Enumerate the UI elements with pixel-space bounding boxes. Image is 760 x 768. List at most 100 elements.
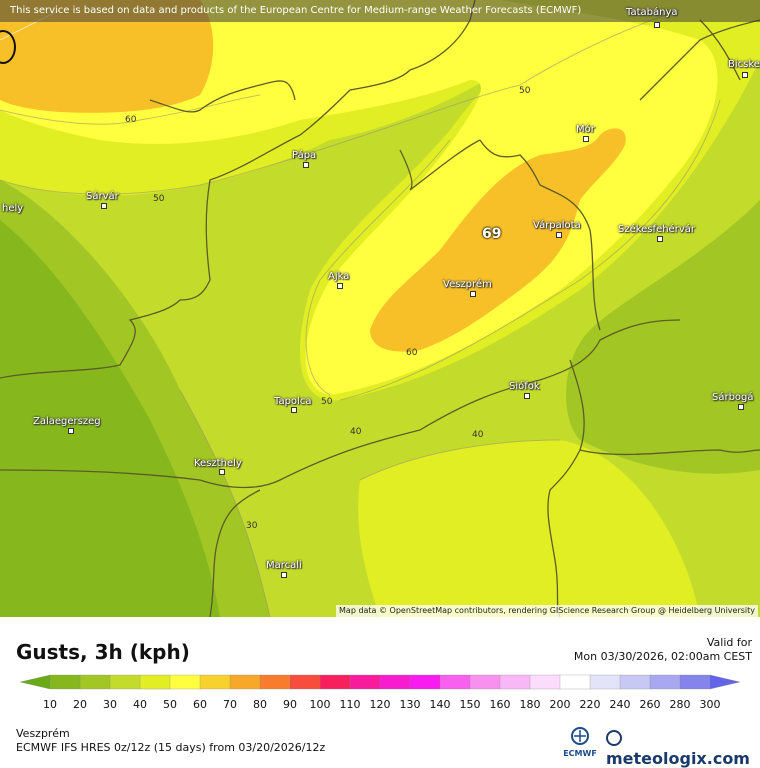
city-label-varpalota: Várpalota	[533, 220, 581, 231]
city-label-sarbogard: Sárbogá	[712, 392, 754, 403]
city-label-sarvar: Sárvár	[86, 191, 119, 202]
city-marker	[337, 283, 343, 289]
scale-swatch	[469, 674, 501, 690]
contour-label: 50	[321, 397, 333, 407]
location-name: Veszprém	[16, 727, 70, 740]
scale-swatch	[139, 674, 171, 690]
city-label-ajka: Ajka	[328, 271, 350, 282]
city-marker	[738, 404, 744, 410]
city-label-tapolca: Tapolca	[274, 396, 312, 407]
scale-tick-label: 60	[193, 698, 207, 711]
scale-tick-label: 200	[549, 698, 571, 711]
scale-swatch	[199, 674, 231, 690]
scale-tick-label: 10	[43, 698, 57, 711]
city-label-papa: Pápa	[292, 150, 317, 161]
model-info: ECMWF IFS HRES 0z/12z (15 days) from 03/…	[16, 741, 326, 754]
contour-label: 40	[350, 427, 362, 437]
scale-tick-label: 260	[639, 698, 661, 711]
color-scale	[19, 674, 741, 690]
weather-map[interactable]: This service is based on data and produc…	[0, 0, 760, 617]
ecmwf-logo-icon	[571, 727, 589, 745]
scale-tick-label: 20	[73, 698, 87, 711]
scale-tick-label: 160	[489, 698, 511, 711]
scale-swatch	[79, 674, 111, 690]
contour-label: 60	[125, 115, 137, 125]
city-marker	[68, 428, 74, 434]
scale-tick-label: 80	[253, 698, 267, 711]
scale-swatch	[619, 674, 651, 690]
city-label-tatabanya: Tatabánya	[626, 7, 678, 18]
max-value-label: 69	[482, 226, 502, 242]
scale-tick-label: 50	[163, 698, 177, 711]
brand-logo[interactable]: meteologix.com	[606, 730, 760, 768]
ecmwf-logo: ECMWF	[560, 727, 600, 758]
city-marker	[219, 469, 225, 475]
scale-swatch	[559, 674, 591, 690]
scale-swatch	[109, 674, 141, 690]
scale-swatch	[409, 674, 441, 690]
scale-swatch	[499, 674, 531, 690]
scale-tick-label: 70	[223, 698, 237, 711]
scale-tick-label: 140	[429, 698, 451, 711]
scale-tick-label: 280	[669, 698, 691, 711]
city-marker	[101, 203, 107, 209]
city-marker	[654, 22, 660, 28]
scale-swatch	[379, 674, 411, 690]
city-label-veszprem: Veszprém	[443, 279, 492, 290]
scale-swatch	[679, 674, 711, 690]
scale-tick-label: 150	[459, 698, 481, 711]
city-marker	[470, 291, 476, 297]
city-label-bicske: Bicske	[728, 59, 760, 70]
scale-tick-label: 130	[399, 698, 421, 711]
map-canvas	[0, 0, 760, 617]
city-label-keszthely: Keszthely	[194, 458, 242, 469]
scale-swatch	[19, 674, 51, 690]
contour-label: 40	[472, 430, 484, 440]
scale-swatch	[709, 674, 741, 690]
scale-tick-label: 300	[699, 698, 721, 711]
scale-tick-label: 120	[369, 698, 391, 711]
city-label-zalaegerszeg: Zalaegerszeg	[33, 416, 101, 427]
contour-label: 60	[406, 348, 418, 358]
city-marker	[281, 572, 287, 578]
brand-globe-icon	[606, 730, 622, 746]
scale-swatch	[649, 674, 681, 690]
valid-for-label: Valid for	[706, 636, 752, 649]
scale-swatch	[439, 674, 471, 690]
scale-tick-label: 30	[103, 698, 117, 711]
city-marker	[291, 407, 297, 413]
scale-tick-label: 220	[579, 698, 601, 711]
scale-swatch	[259, 674, 291, 690]
contour-label: 30	[246, 521, 258, 531]
scale-tick-label: 40	[133, 698, 147, 711]
scale-swatch	[349, 674, 381, 690]
city-marker	[524, 393, 530, 399]
scale-swatch	[49, 674, 81, 690]
brand-text: meteologix.com	[606, 749, 750, 768]
scale-swatch	[319, 674, 351, 690]
city-marker	[303, 162, 309, 168]
scale-swatch	[169, 674, 201, 690]
scale-swatch	[229, 674, 261, 690]
scale-tick-label: 240	[609, 698, 631, 711]
scale-swatch	[529, 674, 561, 690]
city-label-marcali: Marcali	[266, 560, 302, 571]
city-label-hely: hely	[2, 203, 24, 214]
data-source-banner: This service is based on data and produc…	[0, 0, 760, 22]
city-marker	[583, 136, 589, 142]
scale-tick-label: 180	[519, 698, 541, 711]
city-marker	[742, 72, 748, 78]
map-attribution: Map data © OpenStreetMap contributors, r…	[336, 605, 758, 617]
contour-label: 50	[153, 194, 165, 204]
scale-tick-label: 110	[339, 698, 361, 711]
scale-swatch	[289, 674, 321, 690]
city-marker	[657, 236, 663, 242]
valid-time: Mon 03/30/2026, 02:00am CEST	[573, 650, 752, 663]
legend-title: Gusts, 3h (kph)	[16, 640, 190, 664]
scale-tick-label: 100	[309, 698, 331, 711]
city-label-siofok: Siófok	[509, 381, 540, 392]
ecmwf-logo-text: ECMWF	[563, 749, 597, 758]
city-label-szekesfehervar: Székesfehérvár	[618, 224, 695, 235]
city-label-mor: Mór	[576, 124, 595, 135]
contour-label: 50	[519, 86, 531, 96]
